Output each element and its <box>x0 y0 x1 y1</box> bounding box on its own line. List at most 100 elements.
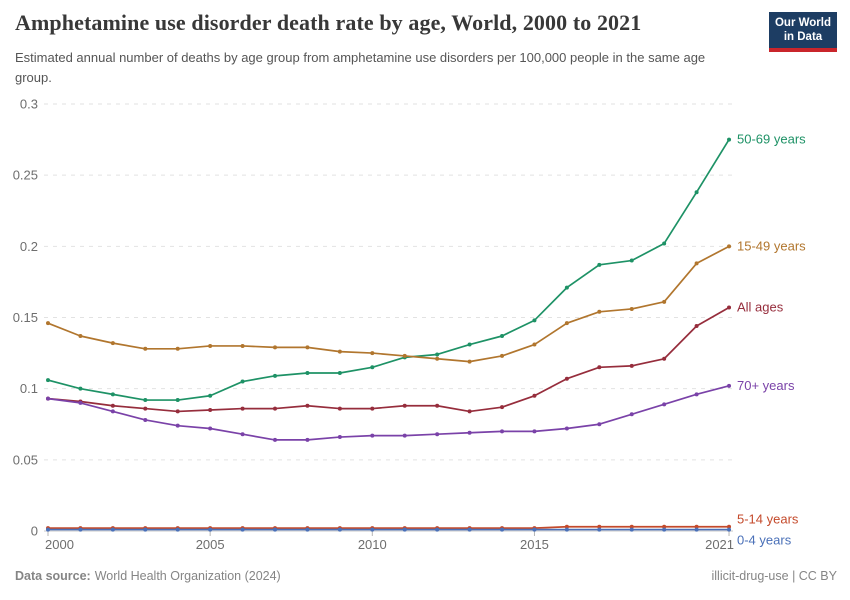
series-marker <box>435 527 440 532</box>
series-marker <box>370 365 375 370</box>
series-marker <box>370 433 375 438</box>
owid-logo[interactable]: Our World in Data <box>769 12 837 52</box>
series-marker <box>273 437 278 442</box>
y-tick-label: 0.1 <box>20 381 38 396</box>
series-marker <box>694 392 699 397</box>
series-marker <box>110 341 115 346</box>
series-marker <box>467 342 472 347</box>
series-marker <box>564 426 569 431</box>
series-marker <box>208 527 213 532</box>
chart-canvas[interactable]: 0 0.05 0.1 0.15 0.2 0.25 0.3 2000 2005 2010 2015 20… <box>0 95 850 565</box>
series-marker <box>110 409 115 414</box>
y-tick-label: 0.3 <box>20 96 38 111</box>
y-tick-label: 0 <box>31 524 38 539</box>
data-source-label: Data source: <box>15 569 91 583</box>
series-line <box>48 525 730 530</box>
owid-logo-line2: in Data <box>783 31 823 43</box>
series-marker <box>110 527 115 532</box>
series-marker <box>564 376 569 381</box>
series-marker <box>305 345 310 350</box>
series-marker <box>46 378 50 383</box>
series-marker <box>46 527 50 532</box>
series-marker <box>532 318 537 323</box>
series-marker <box>143 398 148 403</box>
series-end-label[interactable]: 50-69 years <box>737 132 806 147</box>
x-tick-label: 2005 <box>196 537 225 552</box>
series-end-label[interactable]: All ages <box>737 300 784 315</box>
series-marker <box>402 433 407 438</box>
series-marker <box>597 422 602 427</box>
license-text[interactable]: illicit-drug-use | CC BY <box>711 569 837 583</box>
data-source-value: World Health Organization (2024) <box>94 569 281 583</box>
series-marker <box>564 285 569 290</box>
series-marker <box>305 371 310 376</box>
series-marker <box>143 527 148 532</box>
series-marker <box>143 417 148 422</box>
y-tick-label: 0.25 <box>13 168 38 183</box>
series-marker <box>500 527 505 532</box>
series-end-label[interactable]: 70+ years <box>737 378 795 393</box>
series-marker <box>727 524 732 529</box>
series-marker <box>435 432 440 437</box>
series-marker <box>727 305 732 310</box>
series-marker <box>629 363 634 368</box>
series-marker <box>500 333 505 338</box>
series-end-label[interactable]: 0-4 years <box>737 533 792 548</box>
series-marker <box>662 241 667 246</box>
series-marker <box>78 527 83 532</box>
series-marker <box>467 409 472 414</box>
series-end-label[interactable]: 5-14 years <box>737 512 799 527</box>
series-marker <box>597 309 602 314</box>
series-marker <box>597 262 602 267</box>
series-marker <box>273 406 278 411</box>
series-marker <box>273 373 278 378</box>
y-tick-label: 0.05 <box>13 452 38 467</box>
series-marker <box>694 527 699 532</box>
series-marker <box>78 333 83 338</box>
series-marker <box>402 403 407 408</box>
series-marker <box>110 392 115 397</box>
series-marker <box>337 435 342 440</box>
series-marker <box>694 524 699 529</box>
series-marker <box>208 393 213 398</box>
series-line <box>47 306 730 413</box>
series-marker <box>240 527 245 532</box>
series-marker <box>629 258 634 263</box>
series-marker <box>694 324 699 329</box>
series-marker <box>564 321 569 326</box>
series-marker <box>727 244 732 249</box>
series-marker <box>662 299 667 304</box>
series-marker <box>532 429 537 434</box>
series-marker <box>629 306 634 311</box>
series-marker <box>240 432 245 437</box>
series-marker <box>175 409 180 414</box>
series-marker <box>500 353 505 358</box>
series-line <box>47 245 730 363</box>
y-tick-label: 0.2 <box>20 239 38 254</box>
series-marker <box>629 412 634 417</box>
x-tick-label: 2015 <box>520 537 549 552</box>
series-marker <box>175 527 180 532</box>
page-subtitle: Estimated annual number of deaths by age… <box>15 50 706 86</box>
series-end-label[interactable]: 15-49 years <box>737 238 806 253</box>
series-marker <box>175 398 180 403</box>
series-marker <box>240 406 245 411</box>
series-marker <box>694 190 699 195</box>
series-marker <box>662 527 667 532</box>
series-marker <box>337 371 342 376</box>
series-marker <box>208 343 213 348</box>
series-marker <box>143 406 148 411</box>
series-marker <box>337 406 342 411</box>
series-marker <box>305 527 310 532</box>
series-marker <box>727 137 732 142</box>
series-marker <box>305 403 310 408</box>
series-marker <box>370 406 375 411</box>
series-marker <box>532 342 537 347</box>
series-marker <box>273 527 278 532</box>
series-marker <box>629 524 634 529</box>
series-marker <box>662 524 667 529</box>
series-marker <box>402 527 407 532</box>
series-marker <box>175 423 180 428</box>
series-marker <box>662 402 667 407</box>
